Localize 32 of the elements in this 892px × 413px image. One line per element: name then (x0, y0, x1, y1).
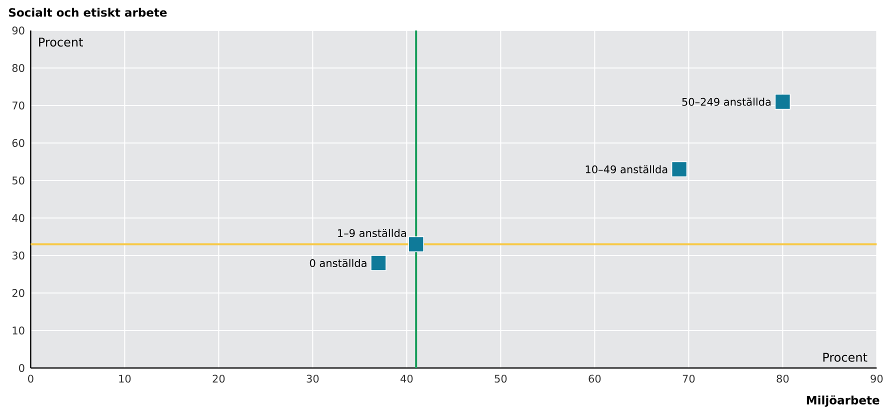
y-tick-label: 0 (19, 364, 24, 372)
point (671, 161, 688, 178)
annotation: 50–249 anställda (682, 98, 771, 106)
y-tick-label: 70 (12, 102, 24, 110)
x-axis-title: Miljöarbete (806, 395, 880, 407)
point (370, 255, 386, 271)
annotation: Procent (39, 38, 83, 47)
y-axis-title: Socialt och etiskt arbete (9, 8, 167, 17)
y-tick-label: 60 (12, 139, 24, 147)
x-tick-label: 20 (212, 374, 225, 383)
x-tick-label: 70 (682, 374, 695, 383)
x-tick-label: 40 (400, 374, 413, 383)
x-tick-label: 60 (588, 374, 601, 383)
point (408, 236, 424, 252)
x-tick-label: 50 (494, 374, 507, 383)
annotation: 0 anställda (310, 258, 366, 268)
x-tick-label: 10 (119, 374, 131, 383)
y-tick-label: 20 (12, 289, 24, 297)
point (774, 94, 791, 110)
y-tick-label: 90 (12, 26, 24, 34)
y-tick-label: 10 (12, 326, 24, 334)
annotation: Procent (823, 352, 868, 362)
x-tick-label: 0 (28, 374, 34, 383)
y-tick-label: 30 (12, 252, 24, 260)
annotation: 1–9 anställda (338, 228, 406, 238)
x-tick-label: 90 (870, 374, 883, 383)
x-tick-label: 30 (306, 374, 319, 383)
x-tick-label: 80 (776, 374, 789, 383)
annotation: 10–49 anställda (586, 165, 668, 174)
y-tick-label: 40 (12, 214, 24, 222)
y-tick-label: 50 (12, 176, 24, 184)
y-tick-label: 80 (12, 64, 24, 72)
